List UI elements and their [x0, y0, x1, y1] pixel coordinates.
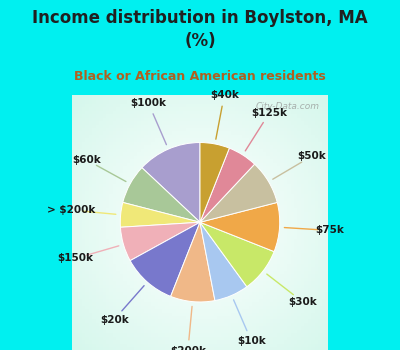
Text: Income distribution in Boylston, MA
(%): Income distribution in Boylston, MA (%) [32, 9, 368, 50]
Text: $30k: $30k [288, 297, 317, 307]
Text: $60k: $60k [72, 155, 101, 165]
Text: $40k: $40k [210, 90, 239, 100]
Text: $150k: $150k [58, 253, 94, 264]
Text: > $200k: > $200k [47, 205, 95, 215]
Wedge shape [120, 222, 200, 261]
Text: $10k: $10k [237, 336, 266, 346]
Wedge shape [200, 222, 274, 287]
Text: $200k: $200k [170, 346, 206, 350]
Wedge shape [200, 222, 247, 301]
Wedge shape [200, 164, 277, 222]
Wedge shape [200, 148, 254, 222]
Wedge shape [120, 202, 200, 227]
Wedge shape [130, 222, 200, 296]
Text: $125k: $125k [252, 108, 288, 118]
Text: $20k: $20k [100, 315, 129, 324]
Text: City-Data.com: City-Data.com [256, 102, 320, 111]
Text: Black or African American residents: Black or African American residents [74, 70, 326, 83]
Text: $100k: $100k [130, 98, 166, 108]
Wedge shape [171, 222, 215, 302]
Text: $75k: $75k [315, 225, 344, 236]
Text: $50k: $50k [297, 151, 326, 161]
Wedge shape [142, 142, 200, 222]
Wedge shape [123, 168, 200, 222]
Wedge shape [200, 142, 229, 222]
Wedge shape [200, 202, 280, 252]
